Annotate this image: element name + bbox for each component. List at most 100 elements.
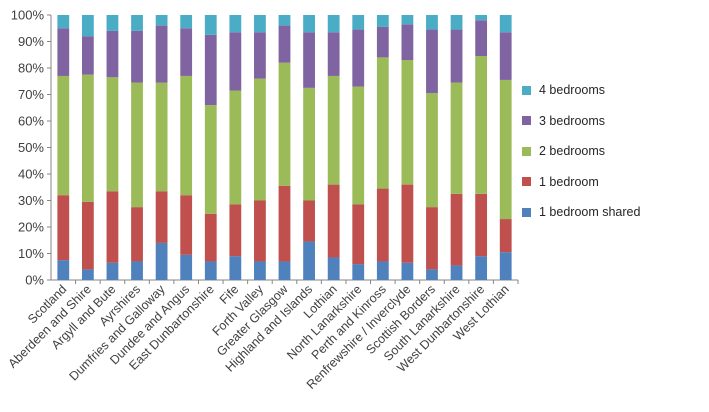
bar-4-bedrooms-dumfries-and-galloway	[155, 15, 168, 26]
y-tick-label: 100%	[11, 8, 45, 23]
bar-4-bedrooms-argyll-and-bute	[106, 15, 119, 31]
bar-1-bedroom-scotland	[57, 195, 70, 261]
legend-swatch-4-bedrooms	[522, 85, 531, 95]
bar-1-bedroom-shared-west-lothian	[499, 252, 512, 280]
legend-label-3-bedrooms: 3 bedrooms	[539, 113, 606, 128]
bar-2-bedrooms-east-dunbartonshire	[204, 105, 217, 214]
bar-4-bedrooms-scotland	[57, 15, 70, 29]
bar-1-bedroom-aberdeen-and-shire	[81, 201, 94, 270]
y-tick-label: 90%	[18, 34, 44, 49]
bar-1-bedroom-dundee-and-angus	[180, 195, 193, 255]
legend-item-1-bedroom: 1 bedroom	[522, 174, 707, 190]
bar-2-bedrooms-scotland	[57, 75, 70, 196]
bar-3-bedrooms-dundee-and-angus	[180, 28, 193, 76]
bar-3-bedrooms-argyll-and-bute	[106, 30, 119, 78]
legend-swatch-1-bedroom-shared	[522, 207, 531, 217]
bar-4-bedrooms-renfrewshire-inverclyde	[401, 15, 414, 25]
bar-2-bedrooms-dumfries-and-galloway	[155, 82, 168, 192]
legend-swatch-2-bedrooms	[522, 146, 531, 156]
bar-4-bedrooms-aberdeen-and-shire	[81, 15, 94, 37]
bar-2-bedrooms-scottish-borders	[426, 93, 438, 208]
bar-2-bedrooms-dundee-and-angus	[180, 75, 193, 196]
bar-3-bedrooms-east-dunbartonshire	[204, 34, 217, 106]
bar-3-bedrooms-west-lothian	[499, 32, 512, 80]
bar-2-bedrooms-renfrewshire-inverclyde	[401, 60, 414, 185]
bar-3-bedrooms-dumfries-and-galloway	[155, 25, 168, 83]
bar-3-bedrooms-fife	[229, 32, 242, 91]
bar-1-bedroom-shared-east-dunbartonshire	[204, 261, 217, 280]
y-tick-label: 30%	[18, 193, 44, 208]
bar-1-bedroom-shared-perth-and-kinross	[376, 261, 389, 280]
bar-4-bedrooms-north-lanarkshire	[352, 15, 365, 30]
y-tick-label: 20%	[18, 220, 44, 235]
bar-1-bedroom-shared-lothian	[327, 257, 340, 280]
bar-1-bedroom-shared-greater-glasgow	[278, 261, 291, 280]
bar-1-bedroom-shared-fife	[229, 256, 242, 280]
bar-2-bedrooms-greater-glasgow	[278, 62, 291, 186]
bar-1-bedroom-shared-scottish-borders	[426, 269, 438, 280]
bar-1-bedroom-lothian	[327, 184, 340, 258]
bar-1-bedroom-shared-dumfries-and-galloway	[155, 242, 168, 280]
bar-3-bedrooms-north-lanarkshire	[352, 29, 365, 87]
y-tick-label: 60%	[18, 114, 44, 129]
y-tick-label: 10%	[18, 246, 44, 261]
bar-1-bedroom-shared-scotland	[57, 260, 70, 280]
bar-4-bedrooms-forth-valley	[254, 15, 266, 33]
bar-2-bedrooms-ayrshires	[131, 82, 143, 208]
y-tick-label: 0%	[25, 273, 44, 288]
bar-1-bedroom-shared-north-lanarkshire	[352, 264, 365, 280]
legend-item-4-bedrooms: 4 bedrooms	[522, 82, 707, 98]
y-tick-label: 80%	[18, 61, 44, 76]
bar-2-bedrooms-west-dunbartonshire	[475, 56, 488, 194]
bar-1-bedroom-shared-west-dunbartonshire	[475, 256, 488, 280]
bar-4-bedrooms-fife	[229, 15, 242, 33]
bar-1-bedroom-shared-argyll-and-bute	[106, 262, 119, 280]
bar-4-bedrooms-south-lanarkshire	[450, 15, 463, 30]
bar-2-bedrooms-argyll-and-bute	[106, 77, 119, 192]
bar-1-bedroom-ayrshires	[131, 207, 143, 262]
chart-legend: 4 bedrooms 3 bedrooms 2 bedrooms 1 bedro…	[522, 82, 707, 235]
bar-1-bedroom-scottish-borders	[426, 207, 438, 270]
bar-4-bedrooms-east-dunbartonshire	[204, 15, 217, 35]
legend-label-4-bedrooms: 4 bedrooms	[539, 83, 606, 97]
bar-1-bedroom-east-dunbartonshire	[204, 213, 217, 262]
bar-1-bedroom-fife	[229, 204, 242, 257]
bar-4-bedrooms-perth-and-kinross	[376, 15, 389, 27]
bar-4-bedrooms-scottish-borders	[426, 15, 438, 30]
legend-swatch-1-bedroom	[522, 177, 531, 186]
bar-2-bedrooms-fife	[229, 90, 242, 205]
bar-1-bedroom-west-dunbartonshire	[475, 193, 488, 257]
y-tick-label: 70%	[18, 87, 44, 102]
legend-item-1-bedroom-shared: 1 bedroom shared	[522, 204, 707, 220]
bar-1-bedroom-shared-forth-valley	[254, 261, 266, 280]
bar-1-bedroom-shared-highland-and-islands	[303, 241, 315, 280]
bar-3-bedrooms-aberdeen-and-shire	[81, 36, 94, 75]
bar-4-bedrooms-lothian	[327, 15, 340, 33]
bar-2-bedrooms-forth-valley	[254, 78, 266, 201]
legend-item-2-bedrooms: 2 bedrooms	[522, 143, 707, 159]
bar-2-bedrooms-highland-and-islands	[303, 87, 315, 201]
bar-1-bedroom-shared-ayrshires	[131, 261, 143, 280]
bar-3-bedrooms-scotland	[57, 28, 70, 76]
legend-label-1-bedroom-shared: 1 bedroom shared	[539, 205, 641, 219]
bar-3-bedrooms-lothian	[327, 32, 340, 76]
y-tick-label: 40%	[18, 167, 44, 182]
bar-1-bedroom-perth-and-kinross	[376, 188, 389, 262]
legend-label-1-bedroom: 1 bedroom	[539, 174, 599, 189]
bar-1-bedroom-dumfries-and-galloway	[155, 191, 168, 243]
bar-3-bedrooms-renfrewshire-inverclyde	[401, 24, 414, 61]
bar-3-bedrooms-scottish-borders	[426, 29, 438, 94]
bar-1-bedroom-renfrewshire-inverclyde	[401, 184, 414, 263]
y-tick-label: 50%	[18, 140, 44, 155]
bar-4-bedrooms-west-lothian	[499, 15, 512, 33]
bar-3-bedrooms-greater-glasgow	[278, 25, 291, 63]
bar-3-bedrooms-perth-and-kinross	[376, 26, 389, 58]
bar-4-bedrooms-ayrshires	[131, 15, 143, 31]
bar-3-bedrooms-west-dunbartonshire	[475, 20, 488, 57]
bar-2-bedrooms-aberdeen-and-shire	[81, 74, 94, 202]
bar-2-bedrooms-west-lothian	[499, 79, 512, 220]
bar-3-bedrooms-south-lanarkshire	[450, 29, 463, 83]
bar-1-bedroom-south-lanarkshire	[450, 193, 463, 266]
